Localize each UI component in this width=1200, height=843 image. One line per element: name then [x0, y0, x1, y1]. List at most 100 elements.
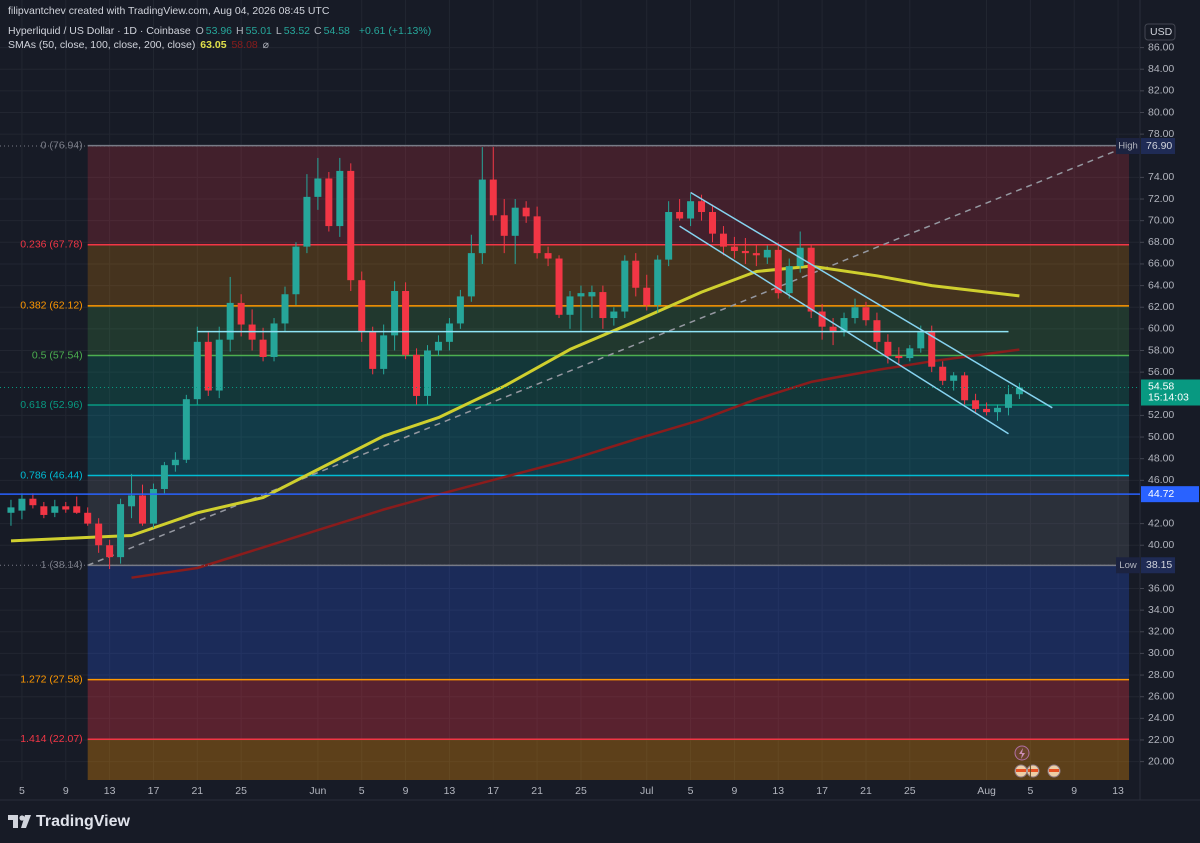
candle-body — [730, 246, 738, 251]
event-icon — [1049, 769, 1059, 772]
candle-body — [851, 307, 859, 319]
candle-body — [588, 292, 596, 297]
y-tick-label: 52.00 — [1148, 409, 1174, 421]
sma-line: SMAs (50, close, 100, close, 200, close)… — [8, 39, 271, 51]
x-tick-label: 5 — [19, 785, 25, 797]
candle-body — [972, 400, 980, 409]
candle-body — [785, 266, 793, 294]
candle-body — [895, 355, 903, 359]
x-tick-label: 21 — [860, 785, 872, 797]
candle-body — [270, 323, 278, 357]
candle-body — [402, 290, 410, 355]
last-price-bg — [1141, 379, 1200, 406]
logo-part — [8, 815, 18, 828]
candle-body — [51, 506, 59, 513]
candle-body — [994, 407, 1001, 413]
candle-body — [555, 258, 563, 315]
change: +0.61 (+1.13%) — [358, 25, 432, 37]
event-icons — [1014, 745, 1061, 778]
candle-body — [884, 341, 892, 356]
x-tick-label: 5 — [688, 785, 694, 797]
fib-zone — [87, 244, 1130, 306]
extreme-label: 38.15 — [1146, 559, 1172, 571]
y-tick-label: 82.00 — [1148, 85, 1174, 97]
y-tick-label: 30.00 — [1148, 647, 1174, 659]
candle-body — [139, 495, 146, 524]
axes: 86.00 84.00 82.00 80.00 78.00 74.00 72.00 70.00… — [19, 23, 1200, 797]
candle-body — [95, 523, 103, 546]
fib-label: 0.236 (67.78) — [20, 238, 82, 250]
candle-body — [709, 212, 716, 234]
hline-label-bg — [1141, 486, 1199, 503]
drawings — [0, 145, 1140, 566]
fib-zone — [87, 355, 1130, 406]
candle-body — [106, 545, 114, 558]
candle-body — [215, 339, 223, 391]
candle-body — [500, 215, 508, 236]
candle-body — [917, 332, 925, 349]
candle-body — [171, 459, 179, 466]
fib-label: 1.414 (22.07) — [20, 733, 82, 745]
x-tick-label: 9 — [63, 785, 69, 797]
extreme-tag: High — [1118, 141, 1138, 152]
ohlc-label: L — [275, 25, 282, 37]
y-tick-label: 46.00 — [1148, 474, 1174, 486]
y-tick-label: 86.00 — [1148, 41, 1174, 53]
ohlc-value: 53.52 — [283, 25, 311, 37]
fib-zone — [87, 145, 1130, 245]
x-tick-label: 13 — [444, 785, 456, 797]
candle-body — [654, 259, 662, 306]
candle-body — [237, 302, 245, 325]
candle-body — [687, 201, 695, 219]
candle-body — [577, 293, 585, 297]
x-tick-label: 25 — [575, 785, 587, 797]
x-tick-label: 17 — [816, 785, 828, 797]
candle-body — [391, 290, 399, 336]
y-tick-label: 64.00 — [1148, 279, 1174, 291]
hline-label: 44.72 — [1148, 488, 1174, 500]
sma-line — [10, 264, 1020, 543]
y-tick-label: 68.00 — [1148, 236, 1174, 248]
event-icon — [1028, 769, 1038, 772]
fib-zone — [87, 405, 1130, 476]
candle-body — [807, 247, 815, 312]
candle-body — [380, 335, 388, 369]
candle-body — [522, 207, 530, 217]
brand-logo — [8, 815, 31, 828]
extreme-tag: Low — [1119, 560, 1137, 571]
x-tick-label: Jul — [640, 785, 653, 797]
candle-body — [763, 249, 771, 258]
candle-body — [259, 339, 267, 357]
y-tick-label: 60.00 — [1148, 323, 1174, 335]
candle-body — [204, 341, 212, 391]
candle-body — [193, 341, 201, 400]
y-tick-label: 56.00 — [1148, 366, 1174, 378]
fib-label: 0.786 (46.44) — [20, 469, 82, 481]
candle-body — [566, 296, 574, 315]
sma-200-value: 58.08 — [231, 39, 258, 51]
candle-body — [40, 506, 48, 515]
candle-body — [434, 341, 442, 351]
candle-body — [336, 170, 344, 227]
candle-body — [610, 311, 618, 319]
event-icon — [1019, 748, 1025, 759]
candle-body — [128, 495, 136, 507]
y-tick-label: 70.00 — [1148, 214, 1174, 226]
candle-body — [752, 253, 760, 256]
sma-50-value: 63.05 — [200, 39, 227, 51]
candle-body — [347, 170, 355, 281]
candle-body — [544, 253, 552, 259]
x-tick-label: 21 — [531, 785, 543, 797]
y-tick-label: 58.00 — [1148, 344, 1174, 356]
extreme-label: 76.90 — [1146, 140, 1172, 152]
fib-label: 0.5 (57.54) — [32, 349, 83, 361]
x-tick-label: 13 — [104, 785, 116, 797]
candle-body — [829, 326, 837, 332]
candle-body — [182, 399, 190, 460]
candle-body — [160, 465, 168, 489]
x-tick-label: 25 — [904, 785, 916, 797]
candle-body — [358, 280, 366, 332]
y-tick-label: 62.00 — [1148, 301, 1174, 313]
